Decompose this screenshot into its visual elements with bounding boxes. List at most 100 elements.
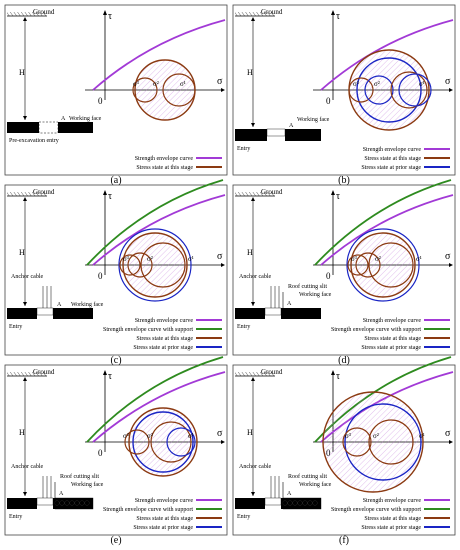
- mohr-circle: [355, 252, 381, 278]
- working-face-label: Working face: [71, 481, 104, 488]
- anchor-cable-label: Anchor cable: [239, 464, 271, 470]
- point-a-label: A: [287, 301, 292, 307]
- sigma-label: σ: [217, 251, 223, 262]
- panel-border: [232, 364, 456, 536]
- sigma1-label: σ¹: [188, 255, 194, 263]
- legend-prior-stage: Stress state at prior stage: [361, 165, 421, 171]
- ground-hatch: [235, 12, 275, 16]
- panel-border: [4, 364, 228, 536]
- mohr-circle: [132, 411, 194, 473]
- tau-label: τ: [336, 191, 340, 202]
- rock-block-left: [235, 498, 265, 509]
- legend-this-stage: Stress state at this stage: [364, 336, 421, 342]
- depth-arrow-top: [23, 197, 27, 201]
- panel-label: (d): [338, 355, 350, 366]
- rock-block-left: [7, 308, 37, 319]
- tau-axis-arrow: [331, 190, 335, 195]
- entry-label: Entry: [9, 514, 22, 520]
- anchor-cable-label: Anchor cable: [11, 464, 43, 470]
- sigma-axis-arrow: [449, 88, 453, 92]
- point-a-label: A: [57, 302, 62, 308]
- mohr-circle: [122, 232, 188, 298]
- sigma2-label: σ²: [375, 255, 381, 263]
- entry-label: Entry: [237, 324, 250, 330]
- mohr-circle: [322, 391, 424, 493]
- mohr-hatch-area: [129, 408, 197, 476]
- depth-arrow-bottom: [251, 123, 255, 127]
- sigma3-label: σ³: [133, 80, 139, 88]
- depth-arrow-top: [251, 197, 255, 201]
- depth-arrow-bottom: [251, 302, 255, 306]
- depth-arrow-top: [23, 17, 27, 21]
- sigma3-label: σ³: [123, 432, 129, 440]
- caved-rock-circle: [84, 500, 90, 506]
- legend-envelope: Strength envelope curve: [363, 318, 422, 324]
- legend-envelope: Strength envelope curve: [135, 156, 194, 162]
- mohr-circle: [398, 73, 432, 107]
- tau-label: τ: [108, 11, 112, 22]
- working-face-label: Working face: [299, 481, 332, 488]
- sigma1-label: σ¹: [419, 80, 425, 88]
- entry-opening: [264, 307, 282, 316]
- mohr-circle: [342, 427, 372, 457]
- entry-opening: [36, 307, 54, 316]
- point-a-label: A: [59, 491, 64, 497]
- mohr-circle: [356, 57, 422, 123]
- ground-hatch: [7, 372, 47, 376]
- caved-rock-circle: [302, 500, 308, 506]
- anchor-cable-label: Anchor cable: [239, 274, 271, 280]
- ground-label: Ground: [261, 188, 283, 196]
- panel-label: (c): [110, 355, 121, 366]
- mohr-hatch-area: [351, 233, 415, 297]
- support-envelope-curve: [86, 356, 224, 443]
- pre-excavation-entry-label: Pre-excavation entry: [9, 138, 59, 144]
- entry-opening: [264, 497, 282, 506]
- panel-label: (a): [110, 175, 121, 186]
- origin-label: 0: [98, 448, 103, 458]
- tau-axis-arrow: [331, 10, 335, 15]
- origin-label: 0: [98, 271, 103, 281]
- entry-opening: [266, 128, 286, 137]
- pre-excavation-outline: [38, 121, 59, 134]
- mohr-circle: [368, 242, 414, 288]
- mohr-hatch-area: [123, 233, 187, 297]
- strength-envelope-curve: [92, 19, 226, 91]
- sigma-axis-arrow: [449, 440, 453, 444]
- depth-arrow-bottom: [23, 492, 27, 496]
- caved-rock-circle: [292, 500, 298, 506]
- working-face-label: Working face: [299, 291, 332, 298]
- mohr-hatch-area: [135, 60, 195, 120]
- mohr-circle: [140, 242, 186, 288]
- point-a-label: A: [61, 116, 66, 122]
- gob-outline: [54, 497, 94, 510]
- sigma-axis-arrow: [221, 440, 225, 444]
- tau-axis-arrow: [103, 10, 107, 15]
- mohr-circle: [127, 252, 153, 278]
- ground-label: Ground: [33, 8, 55, 16]
- mohr-circle: [150, 421, 192, 463]
- panel-c: Ground H Anchor cable Entry A Working face τ σ 0…: [4, 179, 228, 356]
- mohr-circle: [119, 254, 141, 276]
- depth-arrow-bottom: [251, 492, 255, 496]
- sigma2-label: σ²: [374, 80, 380, 88]
- sigma1-label: σ¹: [419, 432, 425, 440]
- ground-label: Ground: [33, 188, 55, 196]
- legend-support-envelope: Strength envelope curve with support: [103, 507, 193, 513]
- strength-envelope-curve: [320, 19, 454, 91]
- rock-block-right: [285, 129, 321, 141]
- tau-axis-arrow: [103, 370, 107, 375]
- ground-hatch: [7, 12, 47, 16]
- caved-rock-circle: [59, 500, 65, 506]
- sigma-label: σ: [445, 76, 451, 87]
- legend-this-stage: Stress state at this stage: [136, 165, 193, 171]
- depth-arrow-top: [251, 17, 255, 21]
- tau-label: τ: [336, 371, 340, 382]
- sigma2-label: σ²: [147, 432, 153, 440]
- working-face-label: Working face: [297, 116, 330, 123]
- sigma-label: σ: [217, 428, 223, 439]
- depth-arrow-bottom: [23, 302, 27, 306]
- panel-d: Ground H Anchor cable Entry Roof cutting sli…: [232, 179, 456, 356]
- rock-block-left: [7, 498, 37, 509]
- panel-border: [232, 184, 456, 356]
- sigma3-label: σ³: [123, 255, 129, 263]
